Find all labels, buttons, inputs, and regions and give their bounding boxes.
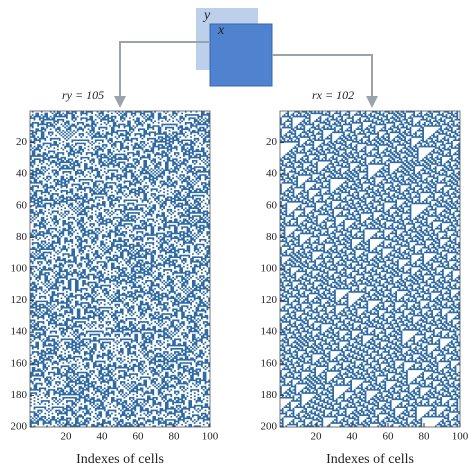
ca-cells	[30, 111, 210, 427]
panel-label: rx = 102	[312, 88, 354, 102]
x-tick-label: 80	[419, 431, 431, 443]
y-tick-label: 140	[261, 326, 278, 338]
y-tick-label: 160	[261, 357, 278, 369]
x-tick-label: 40	[347, 431, 359, 443]
y-tick-label: 60	[266, 199, 278, 211]
panel-label: ry = 105	[62, 88, 104, 102]
y-tick-label: 120	[11, 294, 28, 306]
y-tick-label: 40	[266, 168, 278, 180]
x-axis-label: Indexes of cells	[76, 452, 164, 467]
x-tick-label: 80	[169, 431, 181, 443]
y-tick-label: 20	[16, 136, 28, 148]
y-tick-label: 180	[11, 389, 28, 401]
arrow	[272, 54, 373, 98]
y-tick-label: 140	[11, 326, 28, 338]
y-tick-label: 120	[261, 294, 278, 306]
x-tick-label: 100	[202, 431, 219, 443]
y-tick-label: 80	[266, 231, 278, 243]
y-tick-label: 200	[11, 421, 28, 433]
x-axis-label: Indexes of cells	[326, 452, 414, 467]
back-label: y	[202, 8, 211, 23]
x-tick-label: 100	[452, 431, 469, 443]
arrow-head	[114, 96, 126, 108]
x-tick-label: 20	[311, 431, 323, 443]
y-tick-label: 160	[11, 357, 28, 369]
y-tick-label: 60	[16, 199, 28, 211]
y-tick-label: 40	[16, 168, 28, 180]
arrow	[119, 41, 210, 98]
x-tick-label: 40	[97, 431, 109, 443]
x-tick-label: 60	[133, 431, 145, 443]
y-tick-label: 100	[11, 263, 28, 275]
y-tick-label: 80	[16, 231, 28, 243]
front-label: x	[217, 23, 225, 38]
y-tick-label: 200	[261, 421, 278, 433]
ca-cells	[280, 111, 460, 427]
front-square	[209, 23, 273, 87]
y-tick-label: 20	[266, 136, 278, 148]
y-tick-label: 180	[261, 389, 278, 401]
y-tick-label: 100	[261, 263, 278, 275]
x-tick-label: 60	[383, 431, 395, 443]
arrow-head	[366, 96, 378, 108]
x-tick-label: 20	[61, 431, 73, 443]
